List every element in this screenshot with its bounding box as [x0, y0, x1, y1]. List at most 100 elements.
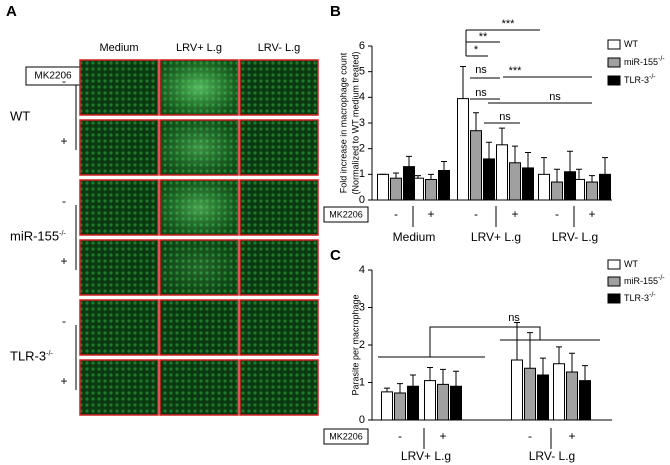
group-label: Medium	[393, 230, 436, 244]
bar	[377, 173, 389, 201]
y-tick-label: 3	[359, 301, 365, 313]
bar	[509, 162, 521, 201]
row-mark: -	[62, 194, 66, 208]
legend-swatch	[607, 293, 621, 304]
error-bar	[540, 357, 546, 375]
row-mark: -	[62, 74, 66, 88]
bar	[438, 169, 450, 201]
y-tick-label: 1	[359, 168, 365, 180]
error-bar	[514, 322, 520, 360]
column-header: Medium	[99, 42, 138, 54]
row-label-base: TLR-3	[10, 349, 46, 364]
y-tick-label: 0	[359, 194, 365, 206]
significance-label: ***	[502, 18, 516, 30]
error-bar	[440, 368, 446, 385]
legend-label-superscript: -/-	[649, 292, 656, 299]
significance-label: ns	[508, 312, 520, 324]
micrograph	[79, 59, 159, 116]
micrograph-glow	[161, 121, 237, 174]
row-label: TLR-3-/-	[10, 349, 53, 364]
micrograph-glow	[161, 241, 237, 294]
legend-label-superscript: -/-	[649, 74, 656, 81]
panel-label: C	[330, 247, 341, 264]
micrograph	[239, 59, 319, 116]
y-tick-label: 0	[359, 414, 365, 426]
legend-label: WT	[624, 39, 638, 49]
bar	[390, 177, 402, 201]
bar	[522, 167, 534, 201]
bar	[407, 385, 419, 421]
group-label: LRV- L.g	[529, 449, 575, 463]
micrograph-glow	[161, 181, 237, 234]
error-bar	[576, 168, 582, 180]
column-header: LRV+ L.g	[176, 42, 222, 54]
micrograph	[79, 119, 159, 176]
bar	[424, 380, 436, 421]
significance-label: **	[479, 31, 488, 43]
error-bar	[397, 383, 403, 393]
significance-label: *	[474, 44, 479, 56]
micrograph	[239, 119, 319, 176]
bar	[496, 144, 508, 201]
error-bar	[393, 172, 399, 179]
bar	[586, 181, 598, 201]
error-bar	[384, 387, 390, 392]
bar	[538, 173, 550, 201]
error-bar	[554, 168, 560, 183]
error-bar	[406, 155, 412, 167]
column-header: LRV- L.g	[258, 42, 301, 54]
row-label: miR-155-/-	[10, 229, 66, 244]
row-label-base: miR-155	[10, 229, 59, 244]
legend-label: TLR-3-/-	[624, 74, 656, 86]
treatment-label: MK2206	[329, 431, 363, 441]
significance-label: ns	[475, 64, 487, 76]
bar	[524, 367, 536, 421]
micrograph-glow	[161, 61, 237, 114]
legend-swatch	[607, 39, 621, 50]
error-bar	[486, 141, 492, 159]
bar	[564, 171, 576, 201]
legend-label-base: miR-155	[624, 57, 658, 67]
legend-swatch	[607, 259, 621, 270]
bar	[450, 385, 462, 421]
y-tick-label: 3	[359, 117, 365, 129]
error-bar	[427, 367, 433, 381]
error-bar	[556, 346, 562, 364]
error-bar	[589, 175, 595, 183]
significance-bracket	[465, 29, 540, 56]
micrograph	[79, 179, 159, 236]
error-bar	[415, 175, 421, 179]
bar	[394, 392, 406, 421]
legend-label-superscript: -/-	[658, 56, 665, 63]
error-bar	[525, 152, 531, 168]
bar	[381, 391, 393, 421]
group-label: LRV+ L.g	[471, 230, 521, 244]
row-mark: +	[60, 254, 67, 268]
y-tick-label: 5	[359, 66, 365, 78]
treatment-mark: +	[439, 429, 446, 443]
legend-label-base: miR-155	[624, 276, 658, 286]
bar	[511, 359, 523, 421]
error-bar	[428, 173, 434, 180]
bar	[425, 178, 437, 201]
row-mark: +	[60, 374, 67, 388]
error-bar	[410, 374, 416, 387]
row-label-base: WT	[10, 109, 30, 124]
micrograph	[239, 239, 319, 296]
bar	[403, 166, 415, 201]
error-bar	[602, 157, 608, 175]
treatment-mark: +	[511, 207, 518, 221]
error-bar	[453, 370, 459, 387]
error-bar	[512, 145, 518, 163]
legend-label-base: TLR-3	[624, 75, 649, 85]
legend-label-base: WT	[624, 39, 638, 49]
legend-label: miR-155-/-	[624, 56, 665, 68]
group-label: LRV- L.g	[552, 230, 598, 244]
error-bar	[460, 66, 466, 99]
error-bar	[441, 161, 447, 171]
bar	[470, 130, 482, 201]
micrograph	[159, 299, 239, 356]
y-axis-label: Parasite per macrophage	[350, 294, 360, 395]
error-bar	[567, 150, 573, 172]
significance-label: ns	[475, 87, 487, 99]
